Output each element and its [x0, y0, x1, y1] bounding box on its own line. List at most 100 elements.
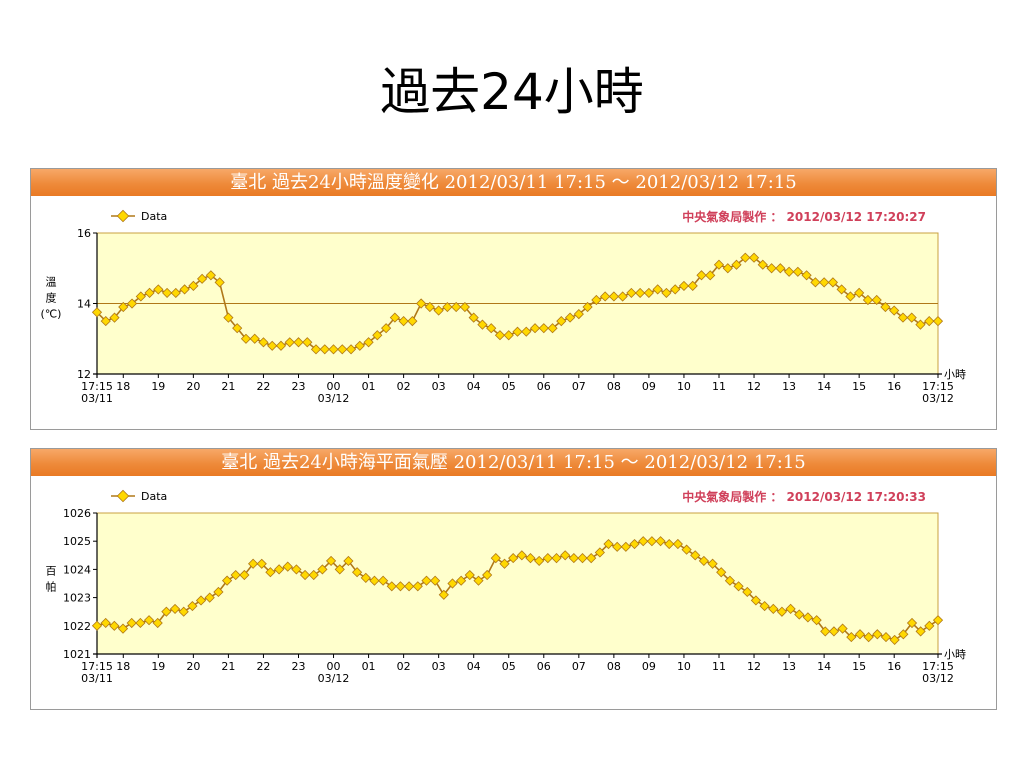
x-tick-label: 16: [887, 380, 901, 393]
data-point: [629, 538, 640, 550]
data-point: [784, 266, 795, 277]
data-point: [291, 564, 302, 575]
data-point: [499, 558, 510, 569]
data-point: [906, 312, 917, 323]
data-point: [792, 266, 803, 277]
y-tick-label: 1025: [63, 535, 91, 548]
data-point: [655, 536, 666, 547]
data-point: [204, 592, 215, 603]
x-tick-label: 20: [186, 660, 200, 673]
data-point: [345, 344, 357, 355]
x-tick-label: 12: [747, 380, 761, 393]
data-point: [407, 316, 418, 327]
data-point: [932, 316, 944, 327]
data-point: [811, 615, 822, 626]
data-point: [477, 319, 488, 330]
data-point: [325, 555, 337, 567]
data-point: [759, 600, 770, 612]
data-point: [430, 575, 441, 586]
x-tick-label: 19: [151, 660, 165, 673]
x-tick-label: 07: [572, 380, 586, 393]
data-point: [722, 263, 733, 274]
data-point: [846, 631, 857, 643]
data-point: [372, 330, 383, 341]
data-point: [889, 634, 900, 646]
x-tick-label: 06: [537, 380, 551, 393]
data-point: [827, 277, 839, 288]
x-tick-label: 20: [186, 380, 200, 393]
x-tick-label: 04: [467, 380, 481, 393]
data-point: [442, 301, 453, 313]
x-tick-label: 22: [256, 380, 270, 393]
data-point: [696, 270, 707, 281]
data-point: [369, 575, 380, 586]
data-point: [664, 538, 675, 550]
x-tick-label: 21: [221, 660, 235, 673]
x-tick-sublabel: 03/12: [922, 672, 954, 685]
data-point: [486, 323, 497, 334]
data-point: [293, 337, 304, 348]
data-point: [354, 340, 365, 351]
data-point: [153, 284, 164, 295]
data-point: [915, 319, 926, 330]
data-point: [126, 298, 138, 309]
x-tick-label: 00: [327, 660, 341, 673]
data-point: [143, 615, 155, 626]
data-point: [862, 294, 874, 306]
data-point: [525, 553, 536, 564]
data-point: [126, 617, 137, 629]
x-tick-label: 06: [537, 660, 551, 673]
data-point: [724, 575, 736, 586]
x-tick-label: 13: [782, 660, 796, 673]
data-point: [672, 538, 683, 550]
data-point: [188, 280, 199, 291]
data-point: [170, 287, 181, 299]
data-point: [275, 340, 287, 351]
data-point: [742, 586, 753, 598]
data-point: [447, 578, 458, 589]
data-point: [395, 581, 406, 592]
data-point: [386, 581, 397, 592]
y-tick-label: 14: [77, 298, 91, 311]
data-point: [302, 337, 313, 348]
data-point: [381, 323, 392, 334]
data-point: [205, 270, 216, 281]
x-tick-label: 02: [397, 660, 411, 673]
data-point: [713, 259, 725, 270]
data-point: [766, 263, 777, 274]
x-tick-label: 03: [432, 660, 446, 673]
x-tick-label: 05: [502, 660, 516, 673]
temperature-chart-panel: 臺北 過去24小時溫度變化 2012/03/11 17:15 ～ 2012/03…: [30, 168, 997, 430]
chart-credit: 中央氣象局製作 ： 2012/03/12 17:20:27: [682, 209, 926, 224]
x-tick-label: 21: [221, 380, 235, 393]
data-point: [620, 541, 631, 552]
data-point: [265, 567, 276, 578]
data-point: [144, 287, 155, 298]
x-tick-label: 08: [607, 380, 621, 393]
data-point: [591, 294, 602, 306]
data-point: [863, 632, 874, 643]
x-tick-sublabel: 03/12: [318, 672, 350, 685]
data-point: [249, 333, 260, 344]
data-point: [267, 340, 278, 351]
data-point: [456, 575, 467, 586]
data-point: [690, 550, 701, 561]
data-point: [670, 284, 681, 295]
data-point: [638, 536, 649, 547]
data-point: [880, 631, 892, 643]
data-point: [643, 287, 654, 299]
data-point: [232, 323, 243, 334]
data-point: [871, 294, 882, 306]
x-tick-label: 01: [362, 380, 376, 393]
data-point: [282, 561, 293, 572]
legend-marker: [116, 209, 130, 223]
data-point: [503, 330, 514, 341]
data-point: [635, 287, 646, 299]
data-point: [378, 575, 389, 586]
data-point: [915, 626, 926, 637]
data-point: [508, 552, 519, 564]
x-tick-label: 22: [256, 660, 270, 673]
data-point: [248, 558, 259, 569]
data-point: [661, 287, 672, 299]
data-point: [404, 581, 415, 592]
